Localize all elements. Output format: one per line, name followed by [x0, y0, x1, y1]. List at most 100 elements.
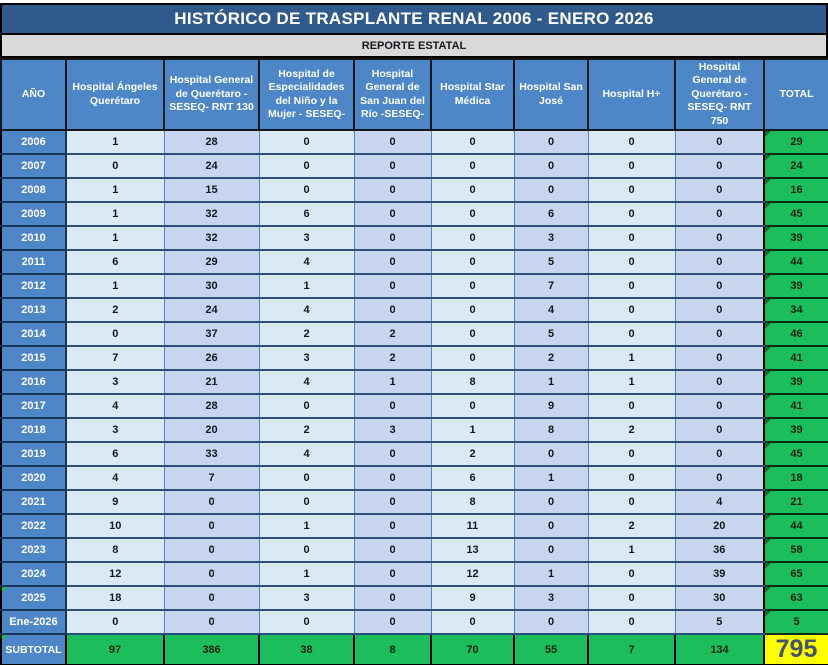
cell-value[interactable]: 0 [164, 586, 260, 612]
cell-value[interactable]: 1 [431, 418, 515, 444]
cell-subtotal-value[interactable]: 55 [513, 633, 589, 665]
cell-value[interactable]: 0 [66, 610, 165, 636]
cell-value[interactable]: 2 [588, 514, 676, 540]
report-subtitle[interactable]: REPORTE ESTATAL [0, 35, 828, 58]
cell-value[interactable]: 0 [514, 610, 589, 636]
cell-value[interactable]: 15 [164, 178, 260, 204]
cell-value[interactable]: 0 [259, 610, 355, 636]
cell-value[interactable]: 8 [431, 490, 515, 516]
cell-value[interactable]: 24 [164, 154, 260, 180]
cell-value[interactable]: 4 [259, 370, 355, 396]
cell-value[interactable]: 0 [675, 250, 765, 276]
cell-value[interactable]: 0 [675, 394, 765, 420]
cell-value[interactable]: 3 [66, 370, 165, 396]
cell-value[interactable]: 0 [354, 130, 432, 156]
cell-value[interactable]: 2 [259, 322, 355, 348]
cell-value[interactable]: 11 [431, 514, 515, 540]
cell-value[interactable]: 0 [66, 154, 165, 180]
cell-value[interactable]: 1 [588, 346, 676, 372]
cell-row-total[interactable]: 16 [763, 178, 828, 204]
cell-year[interactable]: 2023 [0, 538, 67, 564]
cell-value[interactable]: 0 [514, 178, 589, 204]
cell-value[interactable]: 0 [675, 322, 765, 348]
cell-year[interactable]: 2007 [0, 154, 67, 180]
cell-value[interactable]: 0 [431, 346, 515, 372]
cell-value[interactable]: 4 [259, 298, 355, 324]
cell-row-total[interactable]: 41 [763, 394, 828, 420]
cell-value[interactable]: 0 [675, 346, 765, 372]
cell-value[interactable]: 0 [514, 490, 589, 516]
cell-row-total[interactable]: 63 [763, 586, 828, 612]
cell-value[interactable]: 0 [588, 466, 676, 492]
cell-value[interactable]: 0 [354, 442, 432, 468]
cell-value[interactable]: 3 [514, 226, 589, 252]
cell-value[interactable]: 0 [588, 298, 676, 324]
cell-year[interactable]: 2014 [0, 322, 67, 348]
cell-value[interactable]: 8 [431, 370, 515, 396]
cell-year[interactable]: 2021 [0, 490, 67, 516]
cell-value[interactable]: 0 [354, 514, 432, 540]
cell-value[interactable]: 0 [431, 394, 515, 420]
cell-row-total[interactable]: 41 [763, 346, 828, 372]
header-cell-hospital-hplus[interactable]: Hospital H+ [587, 57, 676, 132]
cell-value[interactable]: 0 [675, 466, 765, 492]
cell-value[interactable]: 0 [588, 178, 676, 204]
header-cell-hospital-star-medica[interactable]: Hospital Star Médica [430, 57, 515, 132]
cell-value[interactable]: 0 [259, 178, 355, 204]
cell-value[interactable]: 0 [259, 394, 355, 420]
cell-year[interactable]: 2013 [0, 298, 67, 324]
cell-value[interactable]: 3 [259, 226, 355, 252]
cell-value[interactable]: 0 [164, 538, 260, 564]
cell-value[interactable]: 12 [431, 562, 515, 588]
cell-row-total[interactable]: 39 [763, 418, 828, 444]
cell-value[interactable]: 0 [431, 226, 515, 252]
cell-value[interactable]: 0 [259, 154, 355, 180]
cell-value[interactable]: 0 [675, 370, 765, 396]
cell-value[interactable]: 0 [588, 562, 676, 588]
cell-value[interactable]: 3 [66, 418, 165, 444]
cell-value[interactable]: 4 [259, 442, 355, 468]
cell-value[interactable]: 1 [66, 178, 165, 204]
cell-value[interactable]: 0 [354, 466, 432, 492]
cell-year[interactable]: 2024 [0, 562, 67, 588]
cell-value[interactable]: 0 [588, 250, 676, 276]
cell-value[interactable]: 8 [66, 538, 165, 564]
cell-value[interactable]: 2 [514, 346, 589, 372]
cell-value[interactable]: 4 [514, 298, 589, 324]
header-cell-total[interactable]: TOTAL [763, 57, 828, 132]
cell-value[interactable]: 28 [164, 130, 260, 156]
cell-value[interactable]: 0 [675, 130, 765, 156]
cell-value[interactable]: 12 [66, 562, 165, 588]
cell-value[interactable]: 2 [259, 418, 355, 444]
cell-value[interactable]: 0 [354, 250, 432, 276]
cell-year[interactable]: 2012 [0, 274, 67, 300]
cell-subtotal-value[interactable]: 38 [258, 633, 355, 665]
cell-value[interactable]: 0 [164, 514, 260, 540]
cell-year[interactable]: 2016 [0, 370, 67, 396]
cell-value[interactable]: 0 [588, 322, 676, 348]
cell-value[interactable]: 1 [66, 202, 165, 228]
cell-year[interactable]: 2018 [0, 418, 67, 444]
header-cell-hospital-angeles[interactable]: Hospital Ángeles Querétaro [65, 57, 165, 132]
cell-value[interactable]: 0 [675, 154, 765, 180]
cell-value[interactable]: 1 [259, 562, 355, 588]
cell-value[interactable]: 0 [588, 610, 676, 636]
header-cell-year[interactable]: AÑO [0, 57, 67, 132]
cell-year[interactable]: 2017 [0, 394, 67, 420]
cell-value[interactable]: 1 [588, 370, 676, 396]
cell-value[interactable]: 0 [431, 298, 515, 324]
cell-value[interactable]: 0 [514, 514, 589, 540]
cell-value[interactable]: 0 [354, 226, 432, 252]
cell-value[interactable]: 1 [259, 274, 355, 300]
cell-value[interactable]: 0 [354, 202, 432, 228]
cell-year[interactable]: 2008 [0, 178, 67, 204]
cell-value[interactable]: 20 [675, 514, 765, 540]
cell-year[interactable]: 2022 [0, 514, 67, 540]
cell-value[interactable]: 0 [675, 274, 765, 300]
cell-year[interactable]: 2019 [0, 442, 67, 468]
cell-value[interactable]: 0 [675, 418, 765, 444]
cell-value[interactable]: 30 [164, 274, 260, 300]
cell-value[interactable]: 1 [259, 514, 355, 540]
cell-row-total[interactable]: 45 [763, 202, 828, 228]
cell-value[interactable]: 0 [431, 322, 515, 348]
